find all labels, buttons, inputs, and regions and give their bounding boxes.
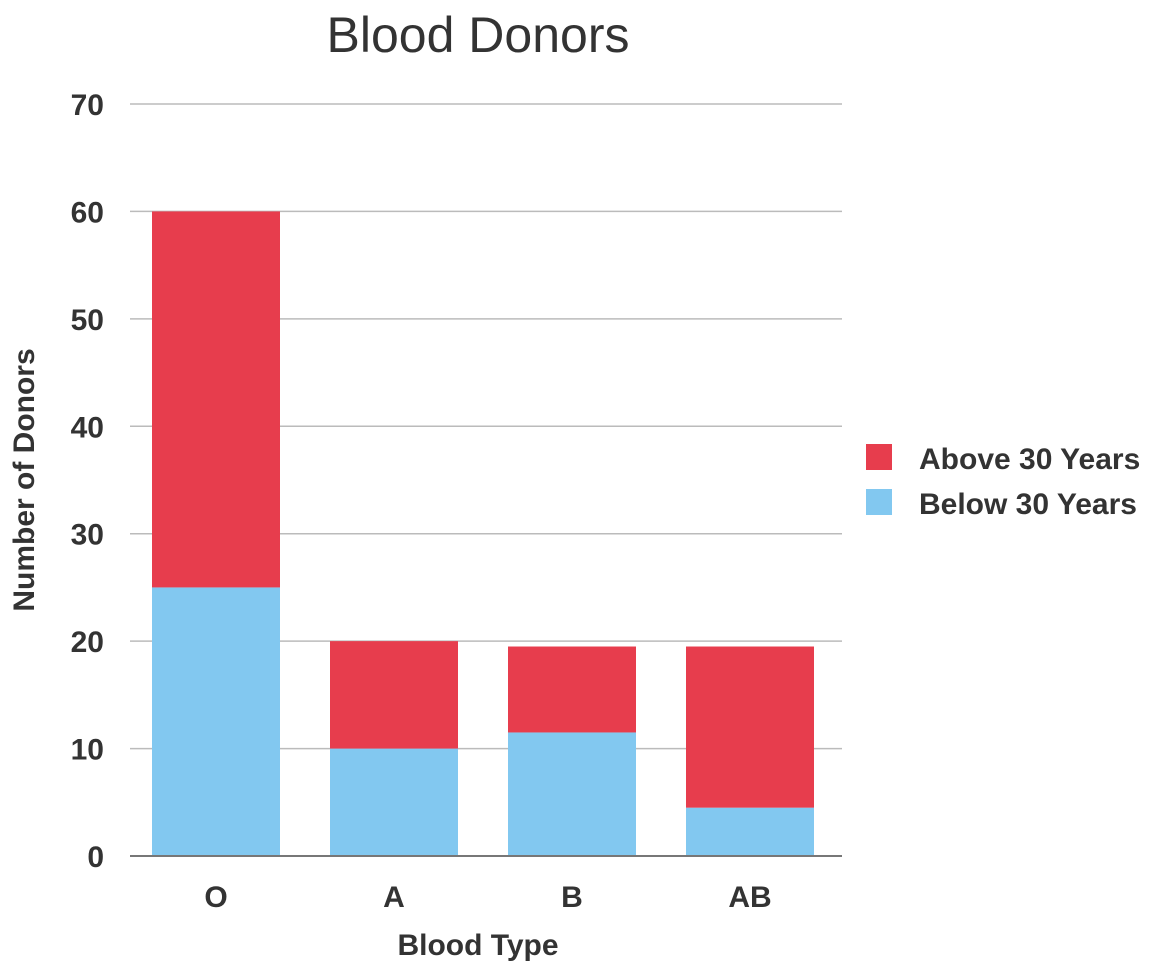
y-tick-label: 70 (71, 89, 104, 122)
y-tick-label: 10 (71, 734, 104, 767)
legend-label: Above 30 Years (919, 443, 1140, 476)
bar-segment (152, 211, 280, 588)
y-tick-label: 30 (71, 519, 104, 552)
y-tick-label: 0 (87, 841, 104, 874)
chart-title: Blood Donors (327, 7, 630, 63)
y-tick-label: 50 (71, 304, 104, 337)
bar-segment (508, 646, 636, 733)
x-tick-label: AB (728, 881, 771, 914)
x-axis-label: Blood Type (397, 929, 558, 962)
x-axis-ticks: O A B AB (204, 881, 771, 914)
y-axis-ticks: 0 10 20 30 40 50 60 70 (71, 89, 104, 874)
legend: Above 30 Years Below 30 Years (866, 443, 1140, 521)
bar-segment (330, 641, 458, 749)
y-tick-label: 60 (71, 196, 104, 229)
bar-segment (508, 732, 636, 856)
y-tick-label: 20 (71, 626, 104, 659)
legend-label: Below 30 Years (919, 488, 1137, 521)
bar-segment (152, 587, 280, 856)
bar-segment (330, 748, 458, 856)
bar-segment (686, 646, 814, 808)
y-axis-label: Number of Donors (8, 348, 41, 611)
x-tick-label: A (383, 881, 405, 914)
x-tick-label: O (204, 881, 227, 914)
y-tick-label: 40 (71, 411, 104, 444)
bars (152, 211, 814, 856)
legend-swatch (866, 489, 892, 515)
bar-segment (686, 807, 814, 856)
x-tick-label: B (561, 881, 583, 914)
legend-swatch (866, 444, 892, 470)
